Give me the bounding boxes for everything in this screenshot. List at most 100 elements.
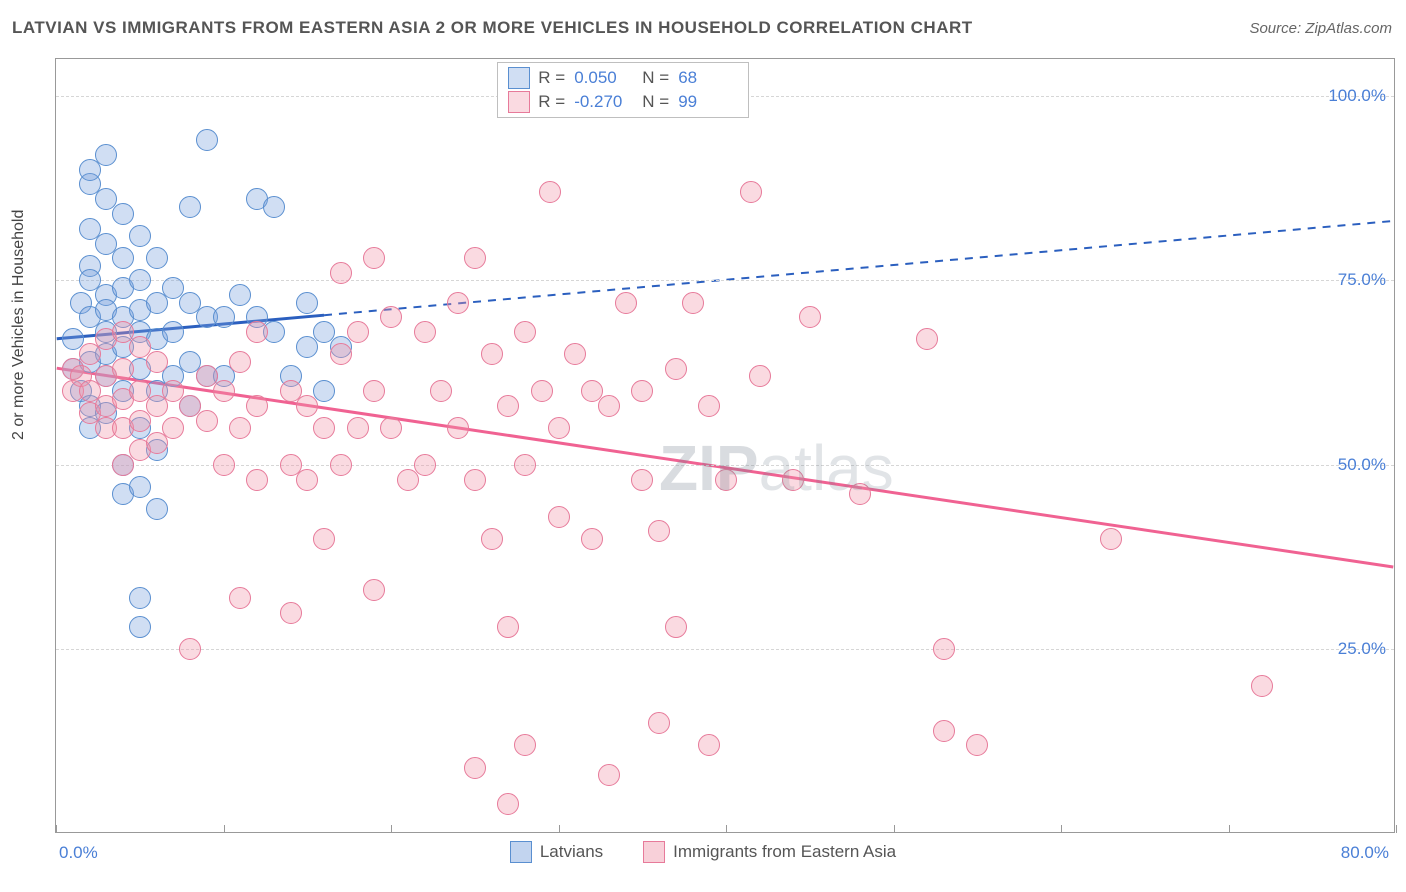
scatter-point bbox=[347, 321, 369, 343]
legend-r-value: 0.050 bbox=[574, 68, 634, 88]
scatter-point bbox=[648, 712, 670, 734]
scatter-point bbox=[129, 269, 151, 291]
legend-row: R = -0.270 N = 99 bbox=[508, 91, 738, 113]
scatter-point bbox=[196, 129, 218, 151]
scatter-point bbox=[665, 358, 687, 380]
scatter-point bbox=[229, 284, 251, 306]
scatter-point bbox=[129, 476, 151, 498]
scatter-point bbox=[229, 417, 251, 439]
scatter-point bbox=[464, 757, 486, 779]
scatter-point bbox=[564, 343, 586, 365]
scatter-point bbox=[296, 395, 318, 417]
y-tick-label: 75.0% bbox=[1338, 270, 1386, 290]
legend-n-value: 68 bbox=[678, 68, 738, 88]
x-tick bbox=[1061, 825, 1062, 833]
gridline bbox=[56, 465, 1394, 466]
trend-line-dashed bbox=[324, 221, 1393, 315]
scatter-point bbox=[740, 181, 762, 203]
scatter-point bbox=[112, 247, 134, 269]
legend-r-value: -0.270 bbox=[574, 92, 634, 112]
y-tick-label: 50.0% bbox=[1338, 455, 1386, 475]
scatter-point bbox=[129, 587, 151, 609]
x-tick bbox=[894, 825, 895, 833]
scatter-point bbox=[447, 417, 469, 439]
scatter-point bbox=[246, 395, 268, 417]
scatter-point bbox=[514, 454, 536, 476]
scatter-point bbox=[665, 616, 687, 638]
scatter-point bbox=[916, 328, 938, 350]
source-attribution: Source: ZipAtlas.com bbox=[1249, 20, 1392, 37]
legend-item: Latvians bbox=[510, 841, 603, 863]
y-axis-label: 2 or more Vehicles in Household bbox=[10, 210, 28, 440]
scatter-point bbox=[631, 380, 653, 402]
x-tick bbox=[391, 825, 392, 833]
scatter-point bbox=[799, 306, 821, 328]
legend-swatch bbox=[510, 841, 532, 863]
scatter-point bbox=[497, 616, 519, 638]
scatter-point bbox=[548, 506, 570, 528]
chart-plot-area: 25.0%50.0%75.0%100.0% ZIPatlas bbox=[55, 58, 1395, 833]
scatter-point bbox=[380, 417, 402, 439]
scatter-point bbox=[296, 292, 318, 314]
legend-n-value: 99 bbox=[678, 92, 738, 112]
scatter-point bbox=[196, 410, 218, 432]
scatter-point bbox=[363, 579, 385, 601]
scatter-canvas: 25.0% 50.0% 75.0% 100.0% bbox=[56, 59, 1394, 832]
scatter-point bbox=[229, 351, 251, 373]
legend-row: R = 0.050 N = 68 bbox=[508, 67, 738, 89]
scatter-point bbox=[112, 358, 134, 380]
scatter-point bbox=[631, 469, 653, 491]
scatter-point bbox=[497, 793, 519, 815]
scatter-point bbox=[162, 321, 184, 343]
scatter-point bbox=[430, 380, 452, 402]
scatter-point bbox=[966, 734, 988, 756]
gridline bbox=[56, 280, 1394, 281]
scatter-point bbox=[698, 395, 720, 417]
chart-title: LATVIAN VS IMMIGRANTS FROM EASTERN ASIA … bbox=[12, 18, 973, 38]
y-tick-label: 25.0% bbox=[1338, 639, 1386, 659]
x-tick bbox=[1229, 825, 1230, 833]
scatter-point bbox=[380, 306, 402, 328]
scatter-point bbox=[481, 343, 503, 365]
scatter-point bbox=[146, 351, 168, 373]
scatter-point bbox=[162, 417, 184, 439]
scatter-point bbox=[363, 380, 385, 402]
legend-n-label: N = bbox=[642, 92, 670, 112]
scatter-point bbox=[112, 203, 134, 225]
scatter-point bbox=[213, 454, 235, 476]
scatter-point bbox=[598, 395, 620, 417]
scatter-point bbox=[95, 144, 117, 166]
scatter-point bbox=[1100, 528, 1122, 550]
legend-swatch bbox=[643, 841, 665, 863]
scatter-point bbox=[514, 734, 536, 756]
x-tick bbox=[224, 825, 225, 833]
x-tick bbox=[56, 825, 57, 833]
scatter-point bbox=[539, 181, 561, 203]
scatter-point bbox=[213, 380, 235, 402]
correlation-legend: R = 0.050 N = 68 R = -0.270 N = 99 bbox=[497, 62, 749, 118]
legend-label: Immigrants from Eastern Asia bbox=[673, 842, 896, 862]
legend-r-label: R = bbox=[538, 92, 566, 112]
scatter-point bbox=[313, 528, 335, 550]
scatter-point bbox=[933, 720, 955, 742]
y-tick-label: 100.0% bbox=[1328, 86, 1386, 106]
legend-item: Immigrants from Eastern Asia bbox=[643, 841, 896, 863]
scatter-point bbox=[179, 196, 201, 218]
scatter-point bbox=[179, 638, 201, 660]
scatter-point bbox=[296, 469, 318, 491]
scatter-point bbox=[363, 247, 385, 269]
scatter-point bbox=[313, 417, 335, 439]
legend-label: Latvians bbox=[540, 842, 603, 862]
scatter-point bbox=[129, 616, 151, 638]
scatter-point bbox=[548, 417, 570, 439]
scatter-point bbox=[1251, 675, 1273, 697]
scatter-point bbox=[497, 395, 519, 417]
scatter-point bbox=[698, 734, 720, 756]
scatter-point bbox=[782, 469, 804, 491]
x-tick bbox=[1396, 825, 1397, 833]
legend-r-label: R = bbox=[538, 68, 566, 88]
scatter-point bbox=[715, 469, 737, 491]
legend-n-label: N = bbox=[642, 68, 670, 88]
scatter-point bbox=[347, 417, 369, 439]
x-tick bbox=[726, 825, 727, 833]
